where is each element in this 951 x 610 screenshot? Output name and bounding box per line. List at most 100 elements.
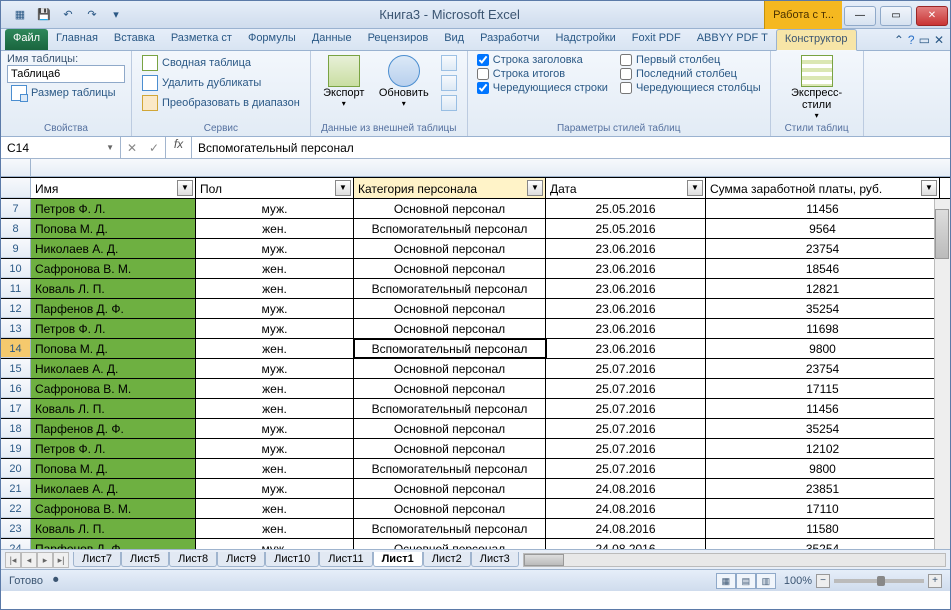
cell-sum[interactable]: 9800	[706, 459, 940, 478]
table-row[interactable]: 13Петров Ф. Л.муж.Основной персонал23.06…	[1, 319, 950, 339]
cell-date[interactable]: 23.06.2016	[546, 319, 706, 338]
maximize-button[interactable]: ▭	[880, 6, 912, 26]
cell-sum[interactable]: 12821	[706, 279, 940, 298]
cell-sum[interactable]: 23754	[706, 359, 940, 378]
chk-banded-cols[interactable]: Чередующиеся столбцы	[617, 81, 764, 95]
quick-styles-button[interactable]: Экспресс-стили▾	[777, 53, 857, 120]
cell-cat[interactable]: Основной персонал	[354, 319, 546, 338]
cell-cat[interactable]: Вспомогательный персонал	[354, 459, 546, 478]
tab-insert[interactable]: Вставка	[106, 29, 163, 50]
cell-sum[interactable]: 35254	[706, 539, 940, 549]
cell-cat[interactable]: Вспомогательный персонал	[354, 279, 546, 298]
table-header-name[interactable]: Имя▼	[31, 178, 196, 198]
chk-total-row[interactable]: Строка итогов	[474, 67, 611, 81]
undo-icon[interactable]: ↶	[57, 4, 79, 26]
cell-date[interactable]: 24.08.2016	[546, 479, 706, 498]
row-header[interactable]: 20	[1, 459, 31, 478]
save-icon[interactable]: 💾	[33, 4, 55, 26]
hscroll-thumb[interactable]	[524, 554, 564, 566]
row-header[interactable]: 7	[1, 199, 31, 218]
tab-layout[interactable]: Разметка ст	[163, 29, 240, 50]
sheet-tab[interactable]: Лист10	[265, 552, 319, 567]
minimize-ribbon-icon[interactable]: ⌃	[894, 33, 904, 47]
cell-cat[interactable]: Основной персонал	[354, 259, 546, 278]
cell-sex[interactable]: жен.	[196, 339, 354, 358]
export-button[interactable]: Экспорт▾	[317, 53, 371, 108]
chk-last-col-input[interactable]	[620, 68, 632, 80]
view-pagebreak-button[interactable]: ▥	[756, 573, 776, 589]
cell-date[interactable]: 23.06.2016	[546, 339, 706, 358]
cell-cat[interactable]: Вспомогательный персонал	[354, 219, 546, 238]
row-header[interactable]: 8	[1, 219, 31, 238]
cell-name[interactable]: Коваль Л. П.	[31, 279, 196, 298]
table-row[interactable]: 11Коваль Л. П.жен.Вспомогательный персон…	[1, 279, 950, 299]
cell-sex[interactable]: муж.	[196, 419, 354, 438]
table-row[interactable]: 7Петров Ф. Л.муж.Основной персонал25.05.…	[1, 199, 950, 219]
vertical-scrollbar[interactable]	[934, 199, 950, 549]
tab-developer[interactable]: Разработчи	[472, 29, 547, 50]
view-normal-button[interactable]: ▦	[716, 573, 736, 589]
cell-sex[interactable]: жен.	[196, 399, 354, 418]
row-header[interactable]: 22	[1, 499, 31, 518]
chk-header-input[interactable]	[477, 54, 489, 66]
cell-cat[interactable]: Основной персонал	[354, 299, 546, 318]
resize-table-button[interactable]: Размер таблицы	[7, 83, 125, 103]
cell-sum[interactable]: 23754	[706, 239, 940, 258]
cell-cat[interactable]: Основной персонал	[354, 239, 546, 258]
enter-formula-icon[interactable]: ✓	[143, 141, 165, 155]
row-header-blank[interactable]	[1, 178, 31, 198]
cell-name[interactable]: Сафронова В. М.	[31, 259, 196, 278]
row-header[interactable]: 21	[1, 479, 31, 498]
worksheet-grid[interactable]: Имя▼Пол▼Категория персонала▼Дата▼Сумма з…	[1, 159, 950, 549]
redo-icon[interactable]: ↷	[81, 4, 103, 26]
cell-date[interactable]: 23.06.2016	[546, 259, 706, 278]
cell-cat[interactable]: Основной персонал	[354, 359, 546, 378]
table-header-sum[interactable]: Сумма заработной платы, руб.▼	[706, 178, 940, 198]
cell-sex[interactable]: жен.	[196, 279, 354, 298]
tab-abbyy[interactable]: ABBYY PDF T	[689, 29, 776, 50]
table-row[interactable]: 23Коваль Л. П.жен.Вспомогательный персон…	[1, 519, 950, 539]
row-header[interactable]: 17	[1, 399, 31, 418]
cell-sex[interactable]: муж.	[196, 359, 354, 378]
zoom-knob[interactable]	[877, 576, 885, 586]
cell-name[interactable]: Петров Ф. Л.	[31, 319, 196, 338]
sheet-nav-prev-icon[interactable]: ◂	[21, 552, 37, 568]
cell-sum[interactable]: 35254	[706, 299, 940, 318]
cell-name[interactable]: Сафронова В. М.	[31, 499, 196, 518]
tab-foxit[interactable]: Foxit PDF	[624, 29, 689, 50]
filter-button-cat[interactable]: ▼	[527, 180, 543, 196]
cell-sum[interactable]: 17115	[706, 379, 940, 398]
cell-date[interactable]: 25.07.2016	[546, 379, 706, 398]
cell-sum[interactable]: 9564	[706, 219, 940, 238]
row-header[interactable]: 12	[1, 299, 31, 318]
sheet-nav-first-icon[interactable]: |◂	[5, 552, 21, 568]
cell-name[interactable]: Парфенов Д. Ф.	[31, 299, 196, 318]
cell-name[interactable]: Сафронова В. М.	[31, 379, 196, 398]
table-header-date[interactable]: Дата▼	[546, 178, 706, 198]
cell-cat[interactable]: Основной персонал	[354, 199, 546, 218]
cell-name[interactable]: Петров Ф. Л.	[31, 199, 196, 218]
cell-sum[interactable]: 11698	[706, 319, 940, 338]
cell-cat[interactable]: Вспомогательный персонал	[354, 519, 546, 538]
cell-sex[interactable]: жен.	[196, 519, 354, 538]
table-row[interactable]: 10Сафронова В. М.жен.Основной персонал23…	[1, 259, 950, 279]
row-header[interactable]: 15	[1, 359, 31, 378]
sheet-nav-last-icon[interactable]: ▸|	[53, 552, 69, 568]
table-header-sex[interactable]: Пол▼	[196, 178, 354, 198]
zoom-value[interactable]: 100%	[784, 575, 812, 587]
cell-sum[interactable]: 11456	[706, 399, 940, 418]
cell-name[interactable]: Попова М. Д.	[31, 339, 196, 358]
cell-name[interactable]: Парфенов Д. Ф.	[31, 539, 196, 549]
table-row[interactable]: 12Парфенов Д. Ф.муж.Основной персонал23.…	[1, 299, 950, 319]
sheet-nav-next-icon[interactable]: ▸	[37, 552, 53, 568]
cell-date[interactable]: 25.05.2016	[546, 219, 706, 238]
cell-cat[interactable]: Основной персонал	[354, 479, 546, 498]
cell-date[interactable]: 23.06.2016	[546, 239, 706, 258]
cell-name[interactable]: Парфенов Д. Ф.	[31, 419, 196, 438]
chk-banded-rows-input[interactable]	[477, 82, 489, 94]
cell-sex[interactable]: жен.	[196, 499, 354, 518]
formula-input[interactable]	[192, 137, 950, 158]
tab-design[interactable]: Конструктор	[776, 29, 857, 51]
cell-sum[interactable]: 11456	[706, 199, 940, 218]
cell-sex[interactable]: жен.	[196, 459, 354, 478]
